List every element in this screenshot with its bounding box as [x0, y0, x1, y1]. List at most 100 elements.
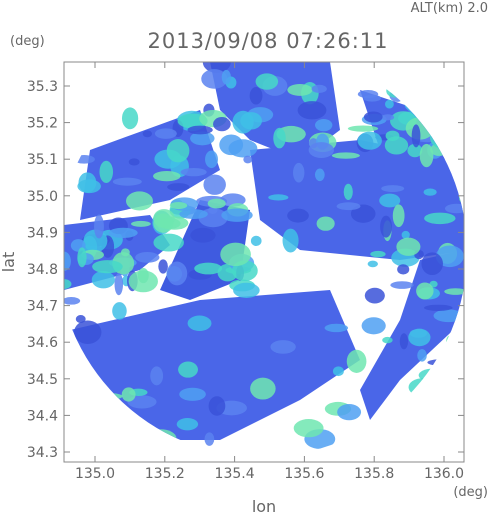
echo-cell — [75, 315, 86, 324]
echo-cell — [343, 183, 353, 201]
echo-cell — [187, 125, 213, 135]
echo-cell — [390, 281, 414, 289]
echo-cell — [179, 209, 208, 220]
echo-cell — [150, 366, 164, 386]
echo-cell — [444, 288, 464, 295]
echo-cell — [250, 235, 262, 247]
echo-cell — [418, 368, 447, 382]
echo-cell — [421, 252, 443, 276]
echo-cell — [221, 208, 253, 222]
echo-cell — [408, 328, 431, 347]
y-tick-label: 35.2 — [27, 116, 58, 132]
echo-cell — [396, 237, 421, 256]
echo-cell — [201, 69, 228, 89]
echo-cell — [128, 270, 158, 293]
echo-cell — [112, 302, 127, 320]
echo-cell — [287, 84, 313, 96]
echo-cell — [314, 168, 325, 182]
echo-cell — [121, 387, 136, 402]
echo-cell — [114, 273, 124, 296]
echo-cell — [350, 204, 376, 223]
echo-cell — [381, 114, 395, 121]
x-tick-label: 135.8 — [354, 466, 394, 482]
echo-cell — [91, 271, 115, 289]
echo-cell — [392, 204, 405, 228]
echo-cell — [411, 124, 421, 148]
echo-cell — [382, 336, 393, 344]
x-tick-label: 136.0 — [424, 466, 464, 482]
echo-cell — [427, 359, 459, 366]
echo-cell — [370, 250, 386, 258]
echo-cell — [153, 170, 181, 182]
echo-cell — [407, 143, 423, 158]
echo-region — [80, 110, 220, 220]
echo-cell — [361, 317, 386, 335]
echo-cell — [112, 177, 142, 186]
echo-cell — [128, 158, 140, 166]
echo-cell — [77, 179, 101, 194]
y-tick-label: 34.6 — [27, 335, 58, 351]
echo-cell — [447, 389, 464, 413]
echo-cell — [433, 309, 464, 323]
echo-cell — [395, 402, 424, 426]
echo-cell — [287, 208, 309, 223]
x-tick-label: 135.4 — [215, 466, 255, 482]
echo-cell — [176, 418, 199, 431]
echo-cell — [135, 251, 160, 263]
echo-cell — [429, 125, 456, 149]
echo-cell — [404, 92, 436, 114]
echo-circle — [64, 62, 464, 449]
echo-cell — [273, 127, 286, 149]
y-tick-label: 34.5 — [27, 372, 58, 388]
echo-cell — [316, 216, 335, 231]
echo-cell — [99, 160, 114, 183]
echo-cell — [363, 94, 382, 102]
echo-cell — [219, 134, 244, 156]
echo-cell — [347, 125, 379, 132]
x-axis-label: lon — [252, 497, 276, 516]
echo-cell — [187, 315, 212, 331]
altitude-label: ALT(km) 2.0 — [411, 1, 488, 16]
echo-cell — [94, 214, 104, 239]
echo-cell — [384, 136, 409, 155]
echo-region — [250, 140, 464, 260]
echo-cell — [190, 131, 215, 146]
echo-cell — [180, 167, 207, 177]
echo-cell — [131, 220, 151, 227]
echo-cell — [380, 215, 392, 238]
y-tick-label: 34.3 — [27, 445, 58, 461]
echo-cell — [270, 340, 296, 354]
echo-layer — [64, 62, 464, 449]
echo-cell — [446, 335, 455, 348]
echo-cell — [121, 248, 130, 257]
echo-cell — [121, 107, 139, 130]
echo-cell — [179, 387, 206, 401]
y-tick-label: 34.9 — [27, 225, 58, 241]
echo-cell — [282, 228, 299, 253]
echo-cell — [297, 101, 327, 120]
echo-cell — [166, 261, 188, 286]
echo-cell — [367, 260, 378, 268]
echo-cell — [439, 389, 463, 398]
echo-cell — [203, 174, 226, 195]
y-tick-label: 34.8 — [27, 262, 58, 278]
echo-cell — [423, 188, 437, 196]
echo-cell — [250, 377, 276, 400]
x-unit-label: (deg) — [453, 485, 488, 500]
echo-cell — [127, 395, 157, 409]
y-tick-label: 34.4 — [27, 408, 58, 424]
echo-cell — [381, 185, 405, 193]
y-tick-label: 34.7 — [27, 299, 58, 315]
echo-cell — [126, 191, 153, 211]
echo-cell — [204, 432, 215, 446]
echo-region — [64, 290, 360, 440]
echo-cell — [142, 130, 152, 138]
echo-cell — [153, 213, 174, 233]
echo-cell — [357, 131, 382, 150]
echo-cell — [144, 429, 177, 447]
plot-frame — [63, 61, 465, 463]
echo-cell — [336, 202, 361, 211]
echo-cell — [64, 297, 81, 305]
echo-cell — [363, 111, 383, 123]
